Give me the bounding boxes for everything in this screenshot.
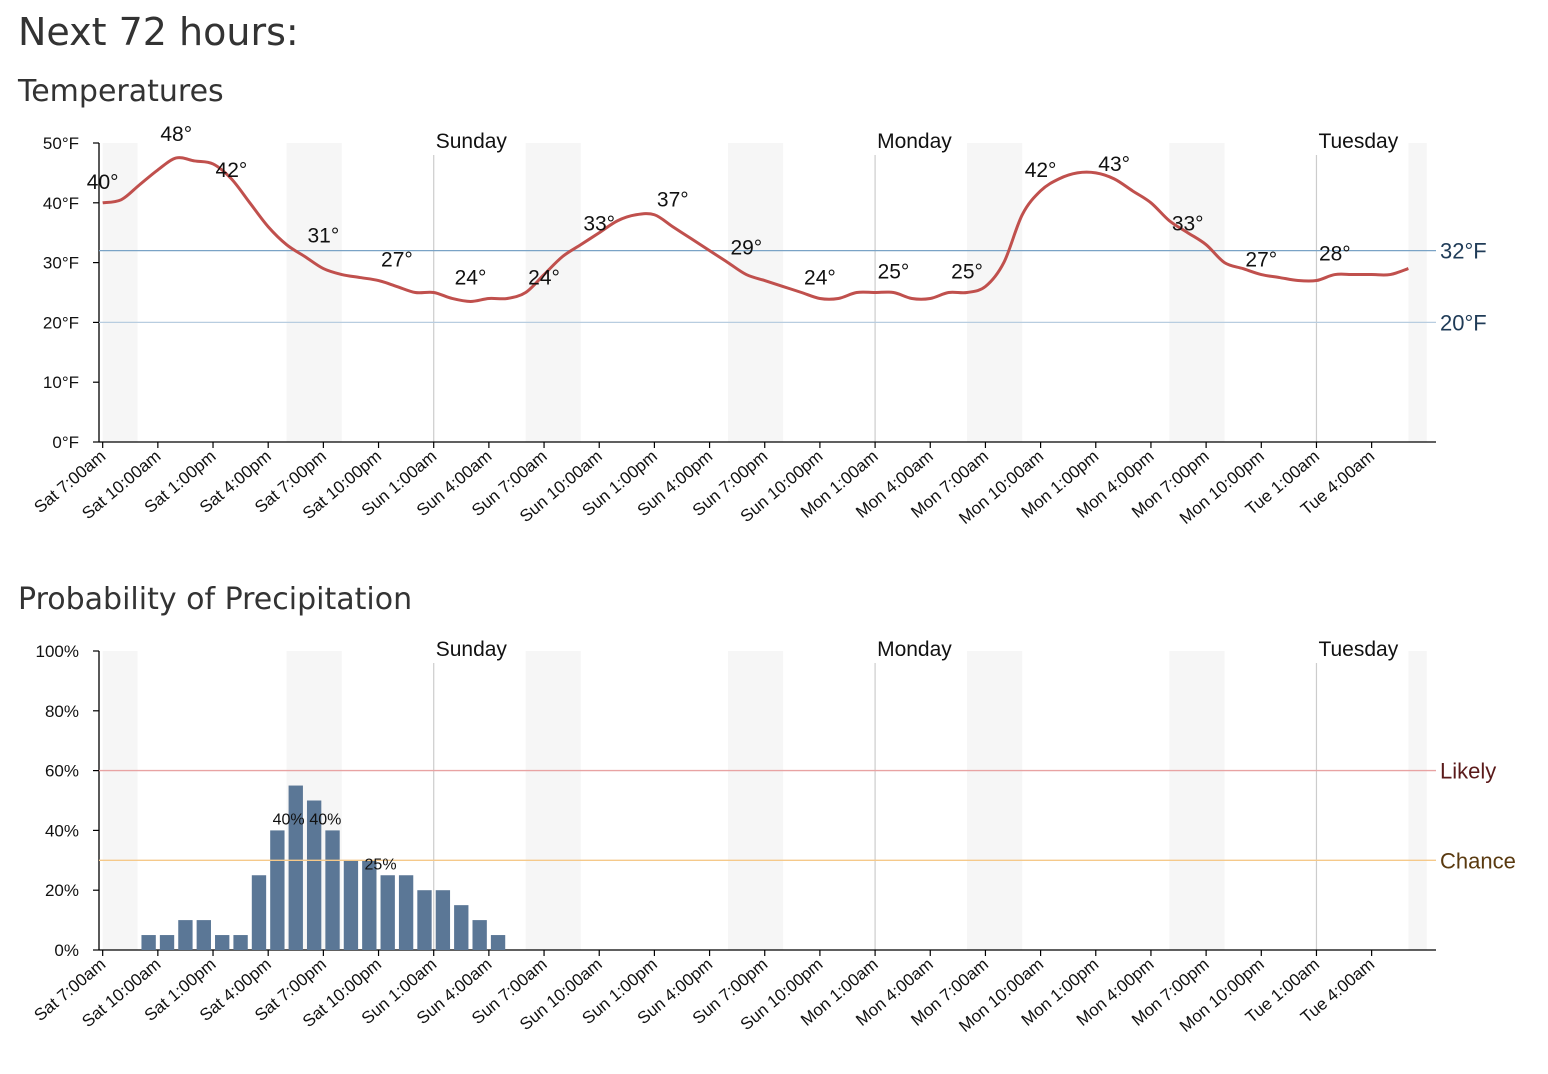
day-label: Monday [877, 638, 952, 661]
temperature-label: 42° [216, 159, 248, 182]
precipitation-chart: Sunday Monday Tuesday0%20%40%60%80%100%Sat… [30, 638, 1516, 1036]
night-band [727, 651, 784, 950]
night-band [1169, 651, 1225, 950]
precipitation-bar [417, 890, 432, 950]
y-tick-label: 0% [54, 941, 79, 960]
precipitation-bar [141, 935, 156, 950]
y-tick-label: 50°F [43, 134, 79, 153]
night-band [525, 143, 581, 442]
day-label: Tuesday [1318, 638, 1398, 661]
y-tick-label: 10°F [43, 373, 79, 392]
temperature-label: 24° [455, 266, 487, 289]
reference-label: 32°F [1440, 239, 1487, 264]
night-band [1408, 143, 1427, 442]
temperature-label: 28° [1319, 243, 1351, 266]
precipitation-bar [490, 935, 506, 950]
day-label: Monday [877, 130, 952, 153]
page-title: Next 72 hours: [18, 10, 299, 54]
temperature-label: 27° [1245, 249, 1277, 272]
precipitation-bar [270, 830, 285, 950]
night-band [286, 143, 342, 442]
temperature-label: 33° [1172, 213, 1204, 236]
temperature-label: 25° [878, 261, 910, 284]
precipitation-bar [233, 935, 248, 950]
night-band [967, 143, 1023, 442]
precipitation-chart-title: Probability of Precipitation [18, 582, 413, 617]
precipitation-bar [196, 920, 211, 950]
precipitation-bar [398, 875, 414, 950]
reference-label: Likely [1440, 759, 1496, 784]
temperature-label: 37° [657, 189, 689, 212]
precipitation-label: 40% [273, 811, 305, 828]
precipitation-bar [380, 875, 395, 950]
temperature-label: 31° [307, 225, 339, 248]
y-tick-label: 0°F [52, 433, 79, 452]
temperature-label: 24° [528, 266, 560, 289]
night-band [102, 651, 138, 950]
temperature-label: 25° [951, 261, 983, 284]
temperature-label: 40° [87, 171, 119, 194]
night-band [1169, 143, 1225, 442]
night-band [967, 651, 1023, 950]
temperature-label: 48° [160, 123, 192, 146]
temperature-line [102, 156, 1409, 303]
y-tick-label: 40°F [43, 194, 79, 213]
precipitation-bar [251, 875, 267, 950]
precipitation-bar [288, 785, 303, 950]
y-tick-label: 20% [45, 881, 79, 900]
precipitation-bar [178, 920, 193, 950]
night-band [727, 143, 784, 442]
y-tick-label: 100% [36, 642, 79, 661]
temperature-label: 43° [1098, 153, 1130, 176]
temperature-label: 29° [730, 237, 762, 260]
temperature-label: 27° [381, 249, 413, 272]
y-tick-label: 80% [45, 702, 79, 721]
precipitation-label: 40% [309, 811, 341, 828]
night-band [1408, 651, 1427, 950]
precipitation-bar [343, 860, 359, 950]
temperature-chart: Sunday Monday Tuesday 0°F 10°F 20°F 30°F 40°F 50… [30, 123, 1487, 528]
temperature-label: 42° [1025, 159, 1057, 182]
precipitation-bar [435, 890, 451, 950]
precipitation-bar [159, 935, 175, 950]
precipitation-bar [306, 800, 322, 950]
precipitation-bar [472, 920, 487, 950]
day-label: Sunday [436, 638, 508, 661]
precipitation-label: 25% [365, 856, 397, 873]
precipitation-bar [362, 860, 377, 950]
y-tick-label: 20°F [43, 313, 79, 332]
precipitation-bar [454, 905, 469, 950]
day-label: Tuesday [1318, 130, 1398, 153]
temperature-chart-title: Temperatures [18, 74, 224, 109]
y-tick-label: 60% [45, 762, 79, 781]
temperature-label: 24° [804, 266, 836, 289]
day-label: Sunday [436, 130, 508, 153]
reference-label: Chance [1440, 848, 1516, 873]
precipitation-bar [215, 935, 230, 950]
reference-label: 20°F [1440, 310, 1487, 335]
night-band [525, 651, 581, 950]
temperature-label: 33° [583, 213, 615, 236]
precipitation-bar [325, 830, 340, 950]
y-tick-label: 40% [45, 821, 79, 840]
y-tick-label: 30°F [43, 254, 79, 273]
